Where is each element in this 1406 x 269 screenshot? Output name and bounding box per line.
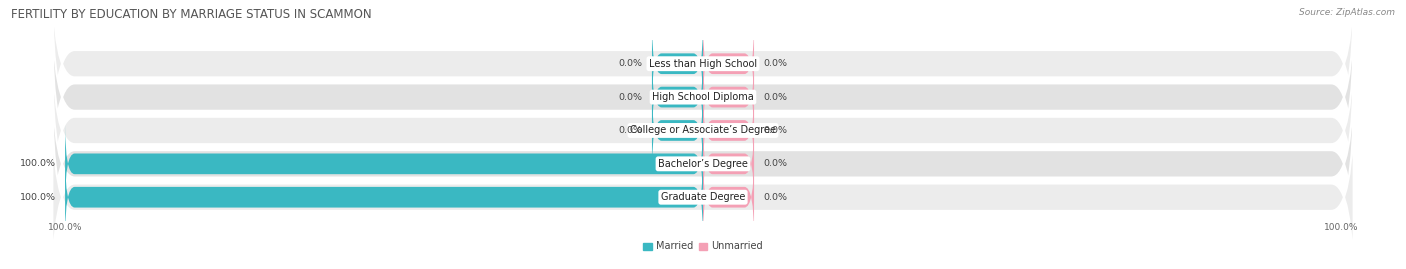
- Text: 0.0%: 0.0%: [763, 193, 787, 202]
- FancyBboxPatch shape: [652, 91, 703, 170]
- Text: 100.0%: 100.0%: [20, 193, 55, 202]
- FancyBboxPatch shape: [52, 94, 1354, 269]
- Text: 0.0%: 0.0%: [619, 126, 643, 135]
- FancyBboxPatch shape: [703, 57, 754, 137]
- Text: 0.0%: 0.0%: [619, 93, 643, 102]
- FancyBboxPatch shape: [703, 91, 754, 170]
- Text: 0.0%: 0.0%: [619, 59, 643, 68]
- FancyBboxPatch shape: [652, 24, 703, 104]
- Text: 100.0%: 100.0%: [20, 159, 55, 168]
- FancyBboxPatch shape: [65, 124, 703, 204]
- Text: 0.0%: 0.0%: [763, 126, 787, 135]
- Text: FERTILITY BY EDUCATION BY MARRIAGE STATUS IN SCAMMON: FERTILITY BY EDUCATION BY MARRIAGE STATU…: [11, 8, 371, 21]
- FancyBboxPatch shape: [703, 24, 754, 104]
- FancyBboxPatch shape: [703, 158, 754, 237]
- Text: Bachelor’s Degree: Bachelor’s Degree: [658, 159, 748, 169]
- Text: Less than High School: Less than High School: [650, 59, 756, 69]
- FancyBboxPatch shape: [652, 57, 703, 137]
- FancyBboxPatch shape: [703, 124, 754, 204]
- Text: 0.0%: 0.0%: [763, 93, 787, 102]
- FancyBboxPatch shape: [52, 0, 1354, 200]
- FancyBboxPatch shape: [52, 0, 1354, 167]
- Legend: Married, Unmarried: Married, Unmarried: [640, 238, 766, 255]
- FancyBboxPatch shape: [65, 158, 703, 237]
- Text: 0.0%: 0.0%: [763, 59, 787, 68]
- Text: 0.0%: 0.0%: [763, 159, 787, 168]
- FancyBboxPatch shape: [52, 27, 1354, 233]
- Text: Graduate Degree: Graduate Degree: [661, 192, 745, 202]
- Text: High School Diploma: High School Diploma: [652, 92, 754, 102]
- Text: College or Associate’s Degree: College or Associate’s Degree: [630, 125, 776, 136]
- FancyBboxPatch shape: [52, 61, 1354, 267]
- Text: Source: ZipAtlas.com: Source: ZipAtlas.com: [1299, 8, 1395, 17]
